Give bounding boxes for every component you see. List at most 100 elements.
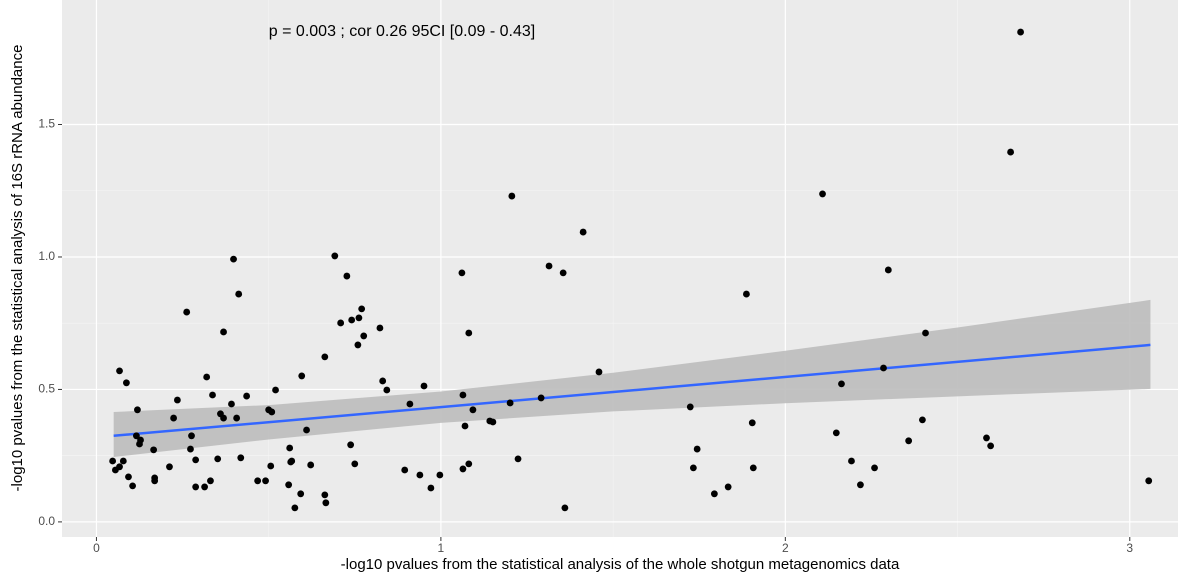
x-tick-label: 3 (1126, 541, 1133, 555)
y-tick-label: 1.5 (38, 117, 55, 131)
point (537, 394, 545, 402)
point (857, 481, 864, 489)
point (119, 457, 127, 465)
point (355, 314, 363, 322)
point (137, 436, 144, 444)
point (173, 396, 181, 404)
point (267, 462, 275, 470)
point (1145, 477, 1153, 485)
confidence-band (113, 299, 1151, 457)
point (235, 290, 243, 298)
panel (62, 0, 1178, 537)
point (401, 466, 409, 474)
point (347, 441, 355, 449)
point (459, 391, 467, 399)
point (376, 324, 384, 332)
point (262, 477, 269, 485)
point (321, 491, 329, 499)
point (819, 190, 826, 198)
point (379, 377, 387, 385)
point (880, 364, 887, 372)
point (243, 392, 251, 400)
point (286, 444, 294, 452)
point (207, 477, 214, 485)
point (187, 445, 194, 453)
point (710, 490, 718, 498)
point (465, 329, 473, 337)
point (116, 367, 123, 375)
point (689, 464, 697, 472)
point (307, 461, 315, 469)
point (201, 483, 209, 491)
point (351, 460, 359, 468)
point (469, 406, 477, 414)
point (354, 341, 362, 349)
y-axis-title: -log10 pvalues from the statistical anal… (9, 45, 26, 492)
y-tick-label: 0.5 (38, 382, 55, 396)
point (848, 457, 855, 465)
point (237, 454, 245, 462)
point (233, 414, 241, 422)
point (749, 464, 757, 472)
point (183, 308, 191, 316)
point (559, 269, 567, 277)
point (134, 406, 141, 414)
point (545, 262, 553, 270)
point (228, 400, 235, 408)
point (192, 456, 200, 464)
annotation: p = 0.003 ; cor 0.26 95CI [0.09 - 0.43] (269, 23, 535, 40)
point (254, 477, 262, 485)
y-tick-label: 1.0 (38, 249, 55, 263)
point (123, 379, 130, 387)
point (343, 272, 351, 280)
point (203, 373, 211, 381)
point (348, 316, 356, 324)
point (321, 353, 329, 361)
point (133, 432, 140, 440)
point (922, 329, 929, 337)
point (297, 490, 305, 498)
point (884, 266, 892, 274)
point (459, 465, 467, 473)
point (871, 464, 878, 472)
point (285, 481, 293, 489)
point (331, 252, 339, 260)
point (579, 228, 587, 236)
point (150, 446, 158, 454)
point (166, 463, 173, 471)
point (406, 400, 414, 408)
point (109, 457, 117, 465)
point (919, 416, 926, 424)
point (209, 391, 216, 399)
grid (62, 0, 1178, 537)
point (1017, 28, 1024, 36)
point (458, 269, 466, 277)
point (838, 380, 845, 388)
point (436, 471, 444, 479)
point (188, 432, 195, 440)
point (129, 482, 137, 490)
point (1007, 148, 1014, 156)
point (832, 429, 840, 437)
point (595, 368, 603, 376)
point (220, 414, 227, 422)
point (272, 386, 279, 394)
point (288, 457, 296, 465)
marks (109, 28, 1153, 512)
point (291, 504, 299, 512)
point (125, 473, 132, 481)
point (322, 499, 330, 507)
x-tick-label: 0 (93, 541, 100, 555)
point (561, 504, 569, 512)
point (905, 437, 913, 445)
point (489, 418, 497, 426)
point (508, 192, 516, 200)
point (358, 305, 366, 313)
point (192, 483, 200, 491)
point (220, 328, 227, 336)
point (170, 414, 178, 422)
point (465, 460, 473, 468)
x-tick-label: 1 (438, 541, 445, 555)
